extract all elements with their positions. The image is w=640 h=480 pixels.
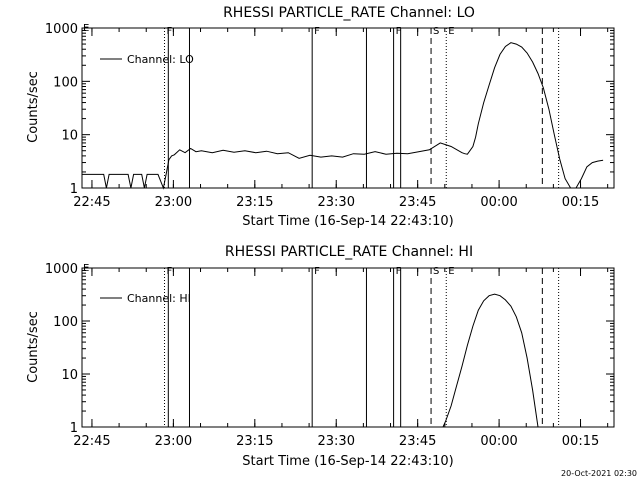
x-tick-label: 23:30 [318, 434, 355, 449]
x-tick-label: 23:00 [155, 195, 192, 210]
x-tick-label: 23:30 [318, 195, 355, 210]
event-label: F [314, 26, 320, 37]
x-tick-label: 23:15 [236, 195, 273, 210]
x-tick-label: 23:45 [399, 195, 436, 210]
chart-panel-hi: RHESSI PARTICLE_RATE Channel: HI Counts/… [26, 244, 615, 469]
event-label: E [448, 266, 454, 277]
event-label: E [448, 26, 454, 37]
x-tick-label: 23:15 [236, 434, 273, 449]
chart-title: RHESSI PARTICLE_RATE Channel: HI [225, 244, 473, 260]
y-tick-label: 1000 [45, 22, 78, 37]
event-label: F [396, 266, 402, 277]
series-line [442, 293, 539, 428]
y-axis-label: Counts/sec [26, 311, 41, 383]
legend-label: Channel: HI [127, 292, 191, 305]
x-axis-label: Start Time (16-Sep-14 22:43:10) [242, 214, 453, 229]
event-label: S [433, 266, 439, 277]
event-label: F [167, 266, 173, 277]
series-line [82, 42, 604, 190]
y-tick-label: 1 [70, 421, 78, 436]
x-tick-label: 00:00 [480, 195, 517, 210]
footer-date: 20-Oct-2021 02:30 [561, 469, 637, 478]
x-axis-label: Start Time (16-Sep-14 22:43:10) [242, 454, 453, 469]
y-axis-label: Counts/sec [26, 71, 41, 143]
y-tick-label: 100 [53, 315, 78, 330]
legend-label: Channel: LO [127, 53, 194, 66]
x-tick-label: 23:00 [155, 434, 192, 449]
legend: Channel: HI [100, 292, 191, 305]
x-tick-label: 23:45 [399, 434, 436, 449]
chart-title: RHESSI PARTICLE_RATE Channel: LO [223, 5, 475, 21]
x-tick-label: 22:45 [73, 434, 110, 449]
plot-frame [81, 267, 615, 428]
y-tick-label: 1 [70, 182, 78, 197]
event-label: S [433, 26, 439, 37]
y-tick-label: 10 [61, 129, 78, 144]
x-tick-label: 00:15 [562, 195, 599, 210]
legend: Channel: LO [100, 53, 194, 66]
event-label: F [396, 26, 402, 37]
x-tick-label: 00:00 [480, 434, 517, 449]
x-tick-label: 00:15 [562, 434, 599, 449]
x-tick-label: 22:45 [73, 195, 110, 210]
y-tick-label: 10 [61, 368, 78, 383]
event-label: F [314, 266, 320, 277]
event-label: F [167, 26, 173, 37]
y-tick-label: 100 [53, 75, 78, 90]
plot-frame [81, 27, 615, 189]
y-tick-label: 1000 [45, 262, 78, 277]
chart-panel-lo: RHESSI PARTICLE_RATE Channel: LO Counts/… [26, 5, 615, 229]
